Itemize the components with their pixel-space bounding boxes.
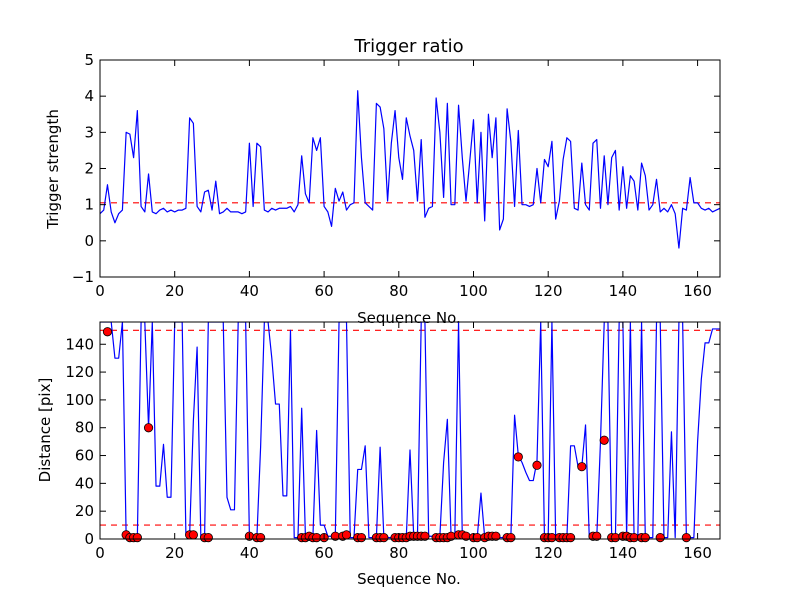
figure: Trigger ratio Sequence No. Trigger stren… xyxy=(0,0,800,600)
data-point xyxy=(256,533,264,541)
x-tick-label: 60 xyxy=(315,544,334,562)
y-tick-label: 60 xyxy=(75,447,94,465)
data-point xyxy=(507,533,515,541)
data-point xyxy=(342,531,350,539)
data-point xyxy=(600,436,608,444)
x-tick-label: 80 xyxy=(389,544,408,562)
y-tick-label: 0 xyxy=(84,530,94,548)
data-point xyxy=(611,533,619,541)
y-tick-label: 2 xyxy=(84,160,94,178)
x-tick-label: 60 xyxy=(315,282,334,300)
x-axis-label: Sequence No. xyxy=(357,309,461,327)
x-tick-label: 80 xyxy=(389,282,408,300)
y-tick-label: 4 xyxy=(84,87,94,105)
y-tick-label: 100 xyxy=(65,391,94,409)
x-tick-label: 20 xyxy=(165,544,184,562)
data-point xyxy=(380,533,388,541)
x-tick-label: 20 xyxy=(165,282,184,300)
data-point xyxy=(682,533,690,541)
x-tick-label: 0 xyxy=(95,282,105,300)
y-axis-label: Distance [pix] xyxy=(36,378,54,483)
data-point xyxy=(641,533,649,541)
y-tick-label: 120 xyxy=(65,363,94,381)
data-point xyxy=(566,533,574,541)
x-tick-label: 0 xyxy=(95,544,105,562)
x-tick-label: 120 xyxy=(534,544,563,562)
y-tick-label: 1 xyxy=(84,196,94,214)
y-tick-label: 5 xyxy=(84,51,94,69)
data-point xyxy=(514,453,522,461)
chart-title: Trigger ratio xyxy=(353,36,463,57)
data-point xyxy=(204,533,212,541)
x-axis-label: Sequence No. xyxy=(357,570,461,588)
x-tick-label: 120 xyxy=(534,282,563,300)
x-tick-label: 140 xyxy=(609,282,638,300)
y-tick-label: 3 xyxy=(84,123,94,141)
data-point xyxy=(133,533,141,541)
y-tick-label: −1 xyxy=(72,268,94,286)
y-axis-label: Trigger strength xyxy=(44,109,62,230)
y-tick-label: 20 xyxy=(75,502,94,520)
y-tick-label: 140 xyxy=(65,335,94,353)
data-point xyxy=(578,462,586,470)
x-tick-label: 40 xyxy=(240,544,259,562)
data-point xyxy=(656,533,664,541)
data-point xyxy=(189,531,197,539)
data-point xyxy=(144,424,152,432)
x-tick-label: 160 xyxy=(683,544,712,562)
x-tick-label: 100 xyxy=(459,544,488,562)
data-point xyxy=(533,461,541,469)
figure-background xyxy=(0,0,800,600)
y-tick-label: 0 xyxy=(84,232,94,250)
data-point xyxy=(357,533,365,541)
x-tick-label: 40 xyxy=(240,282,259,300)
x-tick-label: 140 xyxy=(609,544,638,562)
y-tick-label: 40 xyxy=(75,474,94,492)
y-tick-label: 80 xyxy=(75,419,94,437)
x-tick-label: 160 xyxy=(683,282,712,300)
data-point xyxy=(103,328,111,336)
x-tick-label: 100 xyxy=(459,282,488,300)
